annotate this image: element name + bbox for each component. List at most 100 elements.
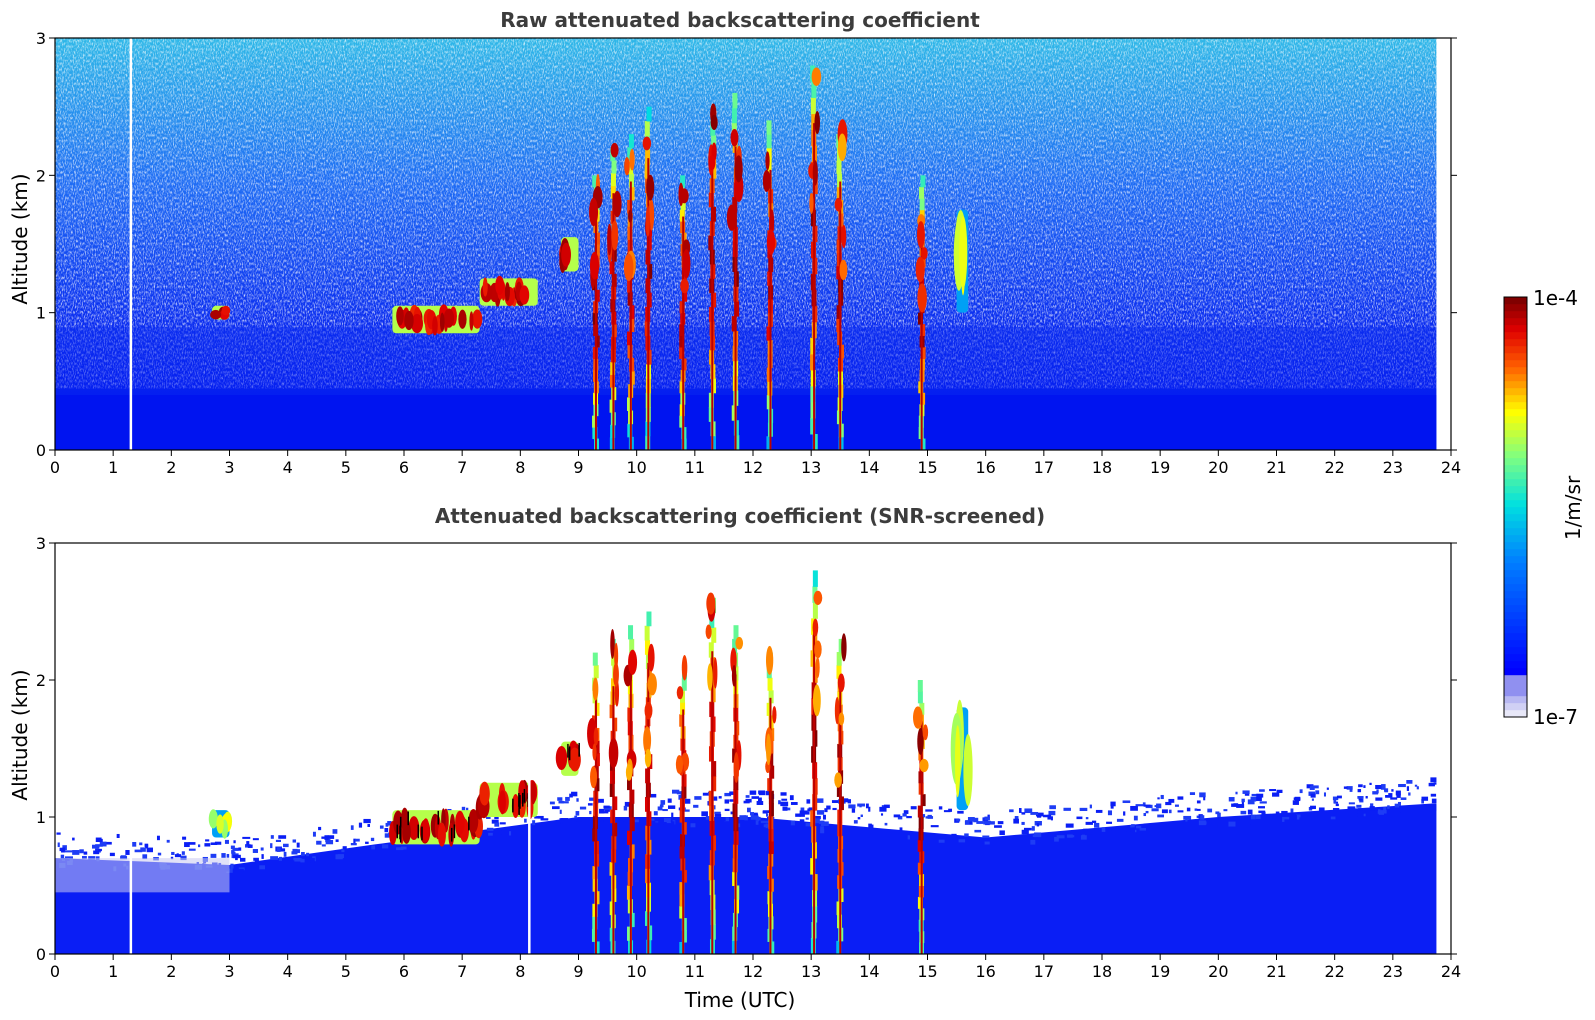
bl-speckle: [1323, 792, 1326, 797]
y-tick-label: 3: [36, 29, 46, 48]
bl-speckle: [1203, 796, 1206, 801]
precip-streak: [919, 198, 925, 211]
x-tick-label: 20: [1208, 962, 1228, 981]
x-tick-label: 13: [801, 962, 821, 981]
bl-speckle: [763, 810, 770, 813]
saturated-pixel: [568, 746, 571, 761]
precip-streak: [766, 120, 772, 135]
bl-speckle: [795, 813, 801, 817]
bl-speckle: [1347, 806, 1356, 810]
colorbar-segment: [1504, 591, 1527, 599]
bl-speckle: [461, 806, 466, 811]
bl-speckle: [1370, 803, 1374, 809]
bl-speckle: [1363, 785, 1366, 788]
bl-speckle: [1259, 789, 1265, 792]
bl-speckle: [1047, 814, 1052, 820]
bl-speckle: [1076, 816, 1083, 820]
bl-speckle: [355, 838, 360, 842]
bl-speckle: [300, 858, 305, 863]
precip-streak: [592, 916, 598, 930]
bl-speckle: [116, 833, 120, 838]
fallstreak: [917, 283, 927, 313]
bl-speckle: [79, 849, 84, 854]
no-data-region: [1436, 543, 1451, 954]
bl-speckle: [144, 843, 149, 847]
colorbar-segment: [1504, 563, 1527, 571]
precip-streak: [679, 810, 685, 823]
precip-core: [839, 686, 842, 954]
bl-speckle: [1430, 793, 1437, 797]
x-tick-label: 12: [743, 962, 763, 981]
raw-plot-area: [55, 38, 1451, 450]
bl-speckle: [880, 813, 884, 816]
colorbar-segment: [1504, 486, 1527, 494]
colorbar-segment: [1504, 696, 1527, 704]
bl-speckle: [559, 809, 562, 814]
saturated-pixel: [407, 811, 409, 826]
precip-core: [839, 181, 842, 450]
fallstreak: [841, 633, 847, 662]
bl-speckle: [486, 815, 491, 819]
bl-speckle: [171, 851, 175, 855]
bl-speckle: [188, 842, 196, 845]
bl-speckle: [623, 805, 628, 811]
precip-streak: [594, 244, 600, 256]
bl-speckle: [847, 799, 852, 804]
cloud-core: [208, 809, 218, 829]
precip-streak: [710, 378, 716, 394]
precip-streak: [679, 324, 685, 337]
bl-speckle: [1156, 803, 1162, 809]
bl-speckle: [88, 856, 96, 860]
fallstreak: [734, 155, 743, 183]
bl-speckle: [508, 831, 512, 836]
bl-speckle: [233, 840, 236, 844]
precip-streak: [679, 714, 685, 727]
precip-streak: [708, 407, 714, 422]
fallstreak: [812, 618, 819, 637]
bl-speckle: [929, 838, 938, 843]
fallstreak: [628, 209, 633, 223]
bl-speckle: [576, 819, 583, 822]
cloud-core: [561, 242, 571, 267]
precip-streak: [629, 844, 635, 859]
cloud-core: [439, 312, 445, 332]
saturated-pixel: [567, 743, 569, 758]
colorbar-segment: [1504, 570, 1527, 578]
precip-streak: [917, 862, 923, 875]
bl-speckle: [1083, 828, 1088, 834]
fallstreak: [682, 249, 691, 279]
bl-speckle: [1258, 806, 1265, 809]
colorbar-segment: [1504, 332, 1527, 340]
precip-streak: [812, 602, 818, 619]
precip-streak: [919, 186, 925, 199]
bl-speckle: [756, 800, 764, 805]
y-tick-label: 2: [36, 671, 46, 690]
precip-streak: [612, 796, 618, 811]
saturated-pixel: [421, 826, 423, 841]
bl-speckle: [524, 818, 527, 823]
bl-speckle: [1281, 810, 1288, 816]
fallstreak: [713, 657, 718, 689]
colorbar-segment: [1504, 654, 1527, 662]
precip-streak: [838, 796, 844, 811]
bl-speckle: [1282, 816, 1290, 822]
fallstreak: [628, 649, 638, 675]
bl-speckle: [296, 842, 300, 848]
bl-speckle: [824, 808, 828, 813]
bl-speckle: [1145, 810, 1149, 814]
bl-speckle: [61, 850, 66, 853]
bl-speckle: [958, 839, 966, 843]
precip-streak: [592, 828, 598, 842]
bl-speckle: [1200, 815, 1205, 820]
fallstreak: [733, 752, 740, 783]
colorbar-segment: [1504, 633, 1527, 641]
precip-streak: [769, 941, 775, 954]
bl-speckle: [717, 817, 726, 822]
bl-speckle: [325, 838, 331, 843]
x-tick-label: 16: [975, 962, 995, 981]
bl-speckle: [242, 836, 251, 839]
bl-speckle: [1259, 801, 1267, 804]
bl-speckle: [349, 847, 357, 851]
bl-speckle: [1284, 819, 1291, 823]
bl-speckle: [973, 817, 979, 823]
